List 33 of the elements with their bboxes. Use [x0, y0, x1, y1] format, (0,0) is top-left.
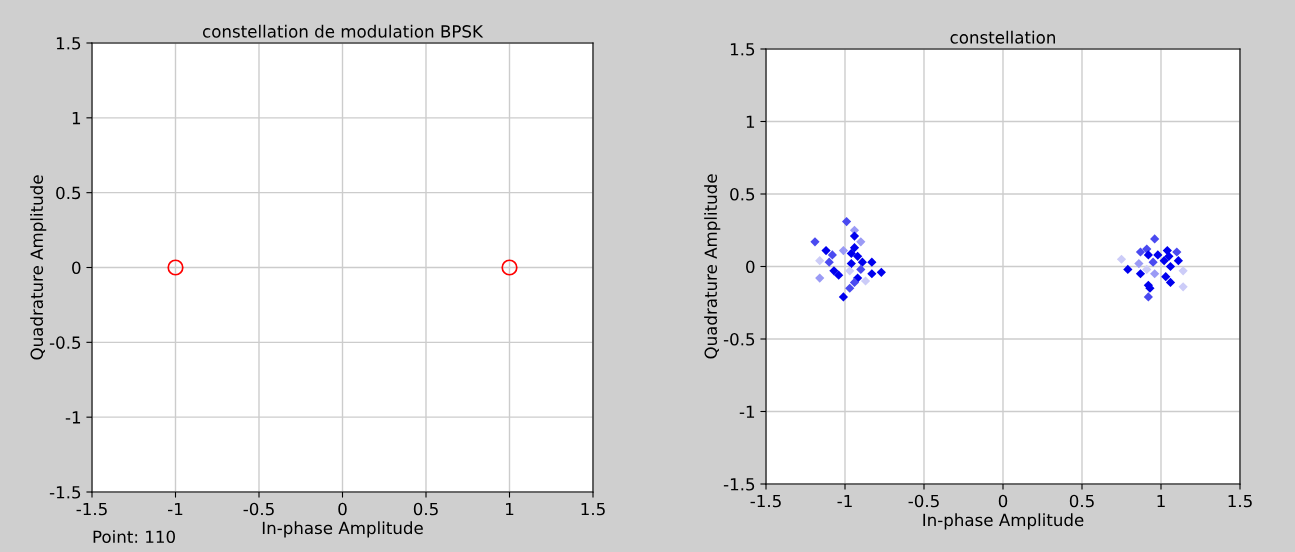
- y-tick-label: 0.5: [56, 186, 81, 200]
- y-tick-label: 0.5: [730, 187, 755, 201]
- y-tick-label: 0: [72, 261, 81, 275]
- x-axis-title: In-phase Amplitude: [262, 521, 423, 538]
- y-tick-label: 1: [72, 112, 81, 125]
- x-tick-label: 0.5: [1069, 494, 1094, 508]
- y-tick-label: -1: [65, 411, 81, 424]
- y-tick-label: -1: [739, 405, 755, 418]
- y-tick-label: -0.5: [723, 332, 755, 346]
- x-tick-label: -1: [168, 502, 183, 516]
- text: Point: 110: [93, 530, 175, 544]
- y-tick-label: 1: [746, 115, 755, 128]
- y-axis-title: Quadrature Amplitude: [30, 175, 47, 360]
- x-tick-label: -0.5: [908, 494, 939, 508]
- x-axis-title: In-phase Amplitude: [923, 513, 1084, 530]
- y-tick-label: -1.5: [723, 478, 755, 491]
- x-tick-label: 1: [506, 502, 514, 516]
- chart-title: constellation: [950, 30, 1055, 44]
- x-tick-label: 1.5: [1228, 494, 1252, 508]
- x-tick-label: -1: [837, 494, 852, 508]
- y-tick-label: -0.5: [49, 336, 81, 349]
- y-tick-label: -1.5: [49, 486, 81, 499]
- y-tick-label: 1.5: [730, 43, 755, 56]
- y-tick-label: 1.5: [56, 37, 81, 50]
- x-tick-label: -0.5: [243, 502, 274, 516]
- x-tick-label: 0: [338, 502, 347, 516]
- x-tick-label: 1.5: [581, 502, 605, 516]
- y-tick-label: 0: [746, 260, 755, 274]
- x-tick-label: 1: [1157, 494, 1165, 508]
- x-tick-label: 0.5: [413, 502, 438, 516]
- x-tick-label: 0: [998, 494, 1008, 508]
- y-axis-title: Quadrature Amplitude: [704, 174, 721, 359]
- chart-title: constellation de modulation BPSK: [202, 24, 484, 38]
